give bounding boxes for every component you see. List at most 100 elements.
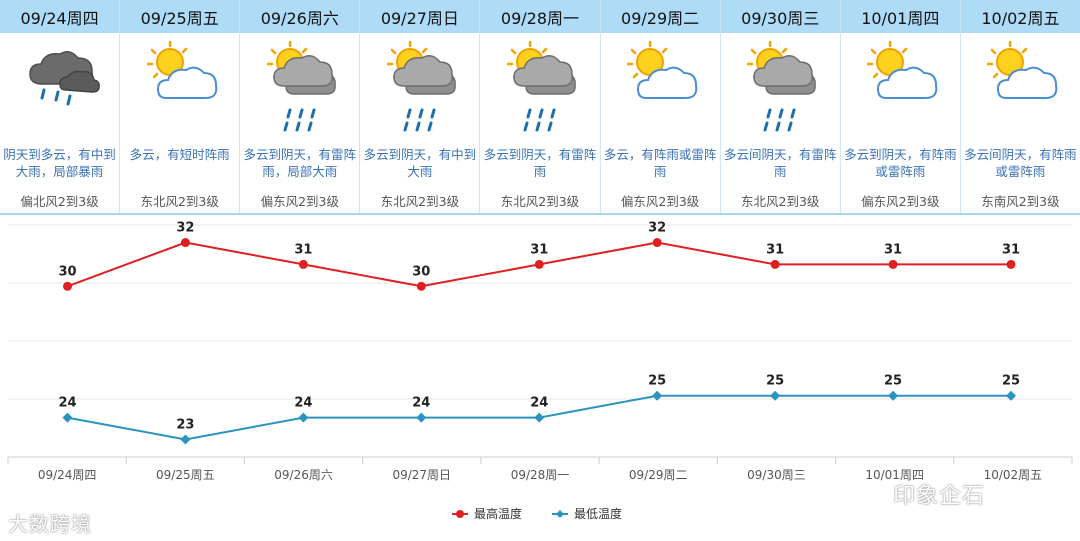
x-tick-label: 10/02周五	[984, 468, 1043, 482]
watermark-left-text: 大数跨境	[8, 512, 92, 536]
data-label: 24	[412, 396, 430, 411]
forecast-day: 09/27周日 多云到阴天，有中到大雨东北风2到3级	[360, 0, 481, 213]
day-wind: 东北风2到3级	[500, 194, 580, 209]
day-date: 09/25周五	[120, 0, 240, 33]
x-tick-label: 09/26周六	[274, 468, 333, 482]
data-point	[770, 259, 780, 269]
day-date: 09/26周六	[240, 0, 360, 33]
temperature-chart: 09/24周四 09/25周五 09/26周六 09/27周日 09/28周一 09/29…	[7, 221, 1073, 521]
data-label: 24	[58, 396, 76, 411]
day-wind: 东南风2到3级	[981, 194, 1060, 209]
x-tick-label: 09/28周一	[511, 468, 570, 482]
data-point	[534, 259, 544, 269]
data-label: 24	[530, 396, 548, 411]
forecast-day: 09/24周四 阴天到多云，有中到大雨，局部暴雨偏北风2到3级	[0, 0, 121, 213]
data-point	[1006, 259, 1016, 269]
day-description: 多云到阴天，有雷阵雨，局部大雨	[243, 147, 357, 179]
data-point	[416, 412, 427, 423]
x-tick-label: 09/29周二	[629, 468, 688, 482]
day-wind: 偏北风2到3级	[20, 194, 99, 209]
day-wind: 偏东风2到3级	[620, 194, 700, 209]
day-description: 多云间阴天，有阵雨或雷阵雨	[964, 147, 1077, 179]
day-description: 多云，有短时阵雨	[129, 147, 230, 162]
data-point	[534, 412, 545, 423]
data-label: 23	[176, 417, 194, 432]
sun-cloud-icon	[867, 40, 938, 99]
forecast-day: 09/25周五多云，有短时阵雨 东北风2到3级	[120, 0, 241, 213]
day-description: 多云到阴天，有雷阵雨	[483, 147, 597, 179]
data-point	[180, 238, 190, 248]
sun-rain-cloud-icon	[386, 40, 456, 132]
data-label: 32	[648, 221, 666, 236]
x-tick-label: 09/30周三	[747, 468, 806, 482]
data-label: 25	[766, 374, 784, 389]
x-tick-label: 09/25周五	[156, 468, 215, 482]
data-point	[62, 412, 73, 423]
data-point	[888, 390, 899, 401]
data-label: 32	[176, 221, 194, 236]
data-label: 31	[294, 242, 312, 257]
sun-cloud-icon	[626, 40, 698, 99]
day-date: 09/30周三	[720, 0, 840, 33]
day-description: 多云，有阵雨或雷阵雨	[603, 147, 717, 179]
data-label: 24	[294, 396, 312, 411]
data-label: 31	[1002, 242, 1020, 257]
day-date: 09/27周日	[360, 0, 480, 33]
data-point	[770, 390, 781, 401]
day-wind: 东北风2到3级	[380, 194, 460, 209]
x-tick-label: 09/24周四	[38, 468, 97, 482]
data-point	[63, 281, 72, 291]
data-point	[298, 259, 308, 269]
x-tick-label: 09/27周日	[392, 468, 451, 482]
legend-label: 最低温度	[574, 506, 622, 521]
sun-rain-cloud-icon	[746, 40, 817, 132]
forecast-day: 09/28周一 多云到阴天，有雷阵雨 东北风2到3级	[480, 0, 601, 213]
legend-label: 最高温度	[474, 506, 522, 521]
day-description: 多云到阴天，有中到大雨	[363, 147, 477, 179]
forecast-day: 09/29周二 多云，有阵雨或雷阵雨偏东风2到3级	[600, 0, 721, 213]
data-point	[298, 412, 309, 423]
data-label: 25	[648, 374, 666, 389]
data-label: 31	[884, 242, 902, 257]
legend-marker	[456, 510, 464, 518]
day-date: 09/29周二	[600, 0, 720, 33]
data-point	[888, 259, 898, 269]
day-wind: 偏东风2到3级	[260, 194, 339, 209]
watermark-right: 印象企石	[893, 478, 985, 510]
data-label: 30	[412, 264, 430, 279]
data-point	[652, 390, 663, 401]
day-description: 阴天到多云，有中到大雨，局部暴雨	[3, 147, 116, 179]
forecast-day: 09/26周六 多云到阴天，有雷阵雨，局部大雨偏东风2到3级	[240, 0, 361, 213]
day-date: 10/02周五	[960, 0, 1080, 33]
sun-cloud-icon	[987, 40, 1058, 99]
day-description: 多云到阴天，有阵雨或雷阵雨	[844, 147, 957, 179]
day-wind: 东北风2到3级	[140, 194, 219, 209]
thunderstorm-cloud-icon	[28, 51, 100, 106]
watermark-left: 大数跨境	[8, 508, 92, 537]
data-point	[416, 281, 426, 291]
day-date: 09/24周四	[0, 0, 120, 33]
sun-cloud-icon	[146, 40, 217, 99]
data-label: 31	[530, 242, 548, 257]
data-point	[652, 238, 662, 248]
data-label: 30	[58, 264, 76, 279]
legend: 最高温度 最低温度	[452, 506, 622, 521]
day-description: 多云间阴天，有雷阵雨	[723, 147, 837, 179]
data-point	[1006, 390, 1016, 401]
data-point	[180, 434, 191, 445]
forecast-day: 09/30周三 多云间阴天，有雷阵雨东北风2到3级	[720, 0, 841, 213]
day-wind: 偏东风2到3级	[861, 194, 940, 209]
legend-marker	[556, 510, 564, 518]
sun-rain-cloud-icon	[266, 40, 336, 132]
data-label: 25	[884, 374, 902, 389]
watermark-right-text: 印象企石	[893, 484, 986, 509]
forecast-strip: 09/24周四 阴天到多云，有中到大雨，局部暴雨 偏北风2到3级 09/25周五 多云，…	[0, 0, 1080, 215]
forecast-day: 10/02周五 多云间阴天，有阵雨或雷阵雨东南风2到3级	[960, 0, 1080, 213]
forecast-day: 10/01周四 多云到阴天，有阵雨或雷阵雨偏东风2到3级	[840, 0, 961, 213]
day-wind: 东北风2到3级	[741, 194, 820, 209]
sun-rain-cloud-icon	[506, 40, 576, 132]
x-tick-label: 10/01周四	[865, 468, 924, 482]
day-date: 10/01周四	[840, 0, 960, 33]
data-label: 25	[1002, 374, 1020, 389]
data-label: 31	[766, 242, 784, 257]
